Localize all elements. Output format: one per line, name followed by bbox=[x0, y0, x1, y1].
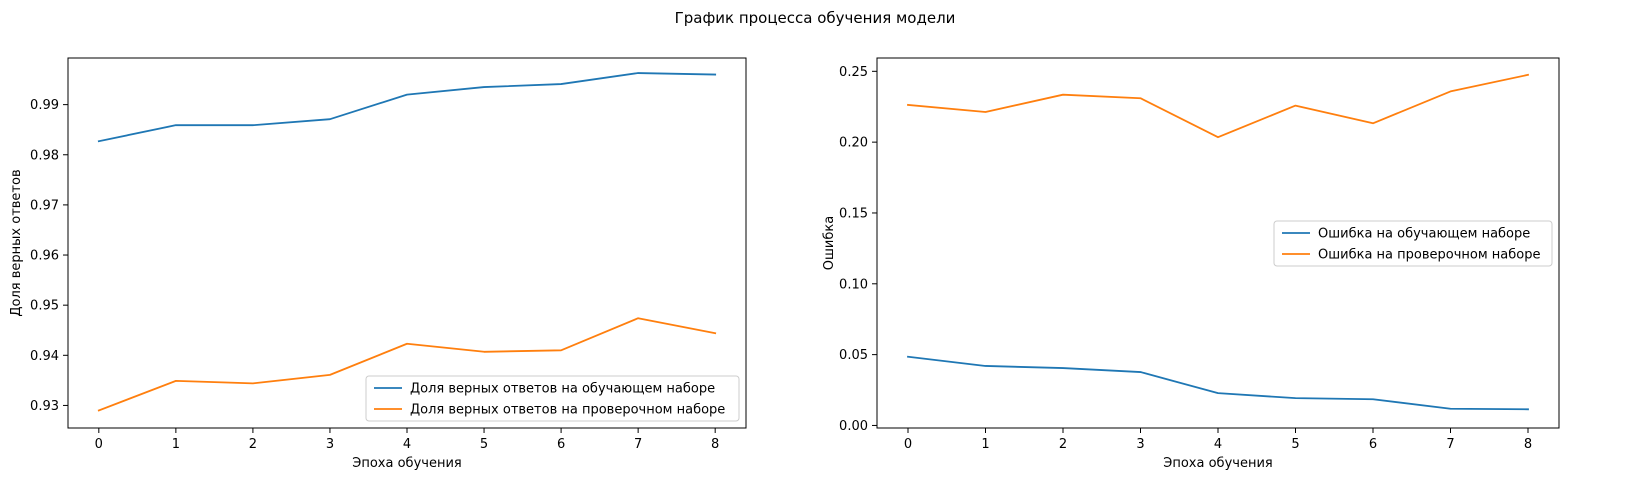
y-tick-label: 0.20 bbox=[839, 136, 868, 151]
x-tick-label: 0 bbox=[95, 437, 103, 452]
x-axis-label: Эпоха обучения bbox=[1163, 456, 1272, 471]
y-tick-label: 0.97 bbox=[30, 198, 59, 213]
x-tick-label: 4 bbox=[403, 437, 411, 452]
x-tick-label: 3 bbox=[1136, 437, 1144, 452]
x-tick-label: 8 bbox=[711, 437, 719, 452]
legend: Доля верных ответов на обучающем наборе Д… bbox=[365, 375, 740, 422]
chart-1: 0 1 2 3 4 5 6 7 8 0.93 0.94 0.95 0.96 0.97 0.98 0.99 Эпо… bbox=[9, 57, 747, 471]
y-axis-label: Доля верных ответов bbox=[9, 169, 24, 316]
y-tick-label: 0.96 bbox=[30, 249, 59, 264]
x-axis-label: Эпоха обучения bbox=[352, 456, 461, 471]
y-tick-label: 0.10 bbox=[839, 277, 868, 292]
x-tick-label: 7 bbox=[1446, 437, 1454, 452]
y-tick-label: 0.05 bbox=[839, 348, 868, 363]
x-tick-label: 2 bbox=[1059, 437, 1067, 452]
series-line-2 bbox=[907, 73, 1530, 139]
y-tick-label: 0.15 bbox=[839, 206, 868, 221]
figure-title: График процесса обучения модели bbox=[675, 9, 956, 27]
y-tick-label: 0.94 bbox=[30, 349, 59, 364]
y-tick-label: 0.25 bbox=[839, 65, 868, 80]
x-tick-label: 4 bbox=[1214, 437, 1222, 452]
legend-box bbox=[365, 375, 740, 422]
chart-2: 0 1 2 3 4 5 6 7 8 0.00 0.05 0.10 0.15 0.20 0.25 Эпоха о… bbox=[822, 57, 1560, 471]
legend-label-2: Доля верных ответов на проверочном набор… bbox=[410, 403, 725, 418]
y-tick-label: 0.93 bbox=[30, 399, 59, 414]
x-tick-label: 5 bbox=[1291, 437, 1299, 452]
axes-frame bbox=[67, 57, 747, 429]
legend: Ошибка на обучающем наборе Ошибка на пров… bbox=[1273, 220, 1553, 267]
legend-label-1: Доля верных ответов на обучающем наборе bbox=[410, 382, 715, 397]
y-tick-label: 0.99 bbox=[30, 98, 59, 113]
x-tick-label: 0 bbox=[904, 437, 912, 452]
x-tick-label: 3 bbox=[326, 437, 334, 452]
x-tick-label: 2 bbox=[249, 437, 257, 452]
series-line-1 bbox=[97, 72, 717, 143]
legend-label-1: Ошибка на обучающем наборе bbox=[1318, 227, 1530, 242]
x-tick-label: 6 bbox=[557, 437, 565, 452]
x-tick-label: 8 bbox=[1524, 437, 1532, 452]
y-tick-label: 0.95 bbox=[30, 299, 59, 314]
series-line-2 bbox=[97, 317, 717, 412]
y-axis-label: Ошибка bbox=[822, 216, 837, 270]
legend-box bbox=[1273, 220, 1553, 267]
series-line-1 bbox=[907, 355, 1529, 411]
y-tick-label: 0.00 bbox=[839, 419, 868, 434]
x-tick-label: 7 bbox=[634, 437, 642, 452]
y-tick-label: 0.98 bbox=[30, 148, 59, 163]
x-tick-label: 1 bbox=[172, 437, 180, 452]
x-tick-label: 6 bbox=[1369, 437, 1377, 452]
x-tick-label: 5 bbox=[480, 437, 488, 452]
legend-label-2: Ошибка на проверочном наборе bbox=[1318, 248, 1540, 263]
x-tick-label: 1 bbox=[981, 437, 989, 452]
